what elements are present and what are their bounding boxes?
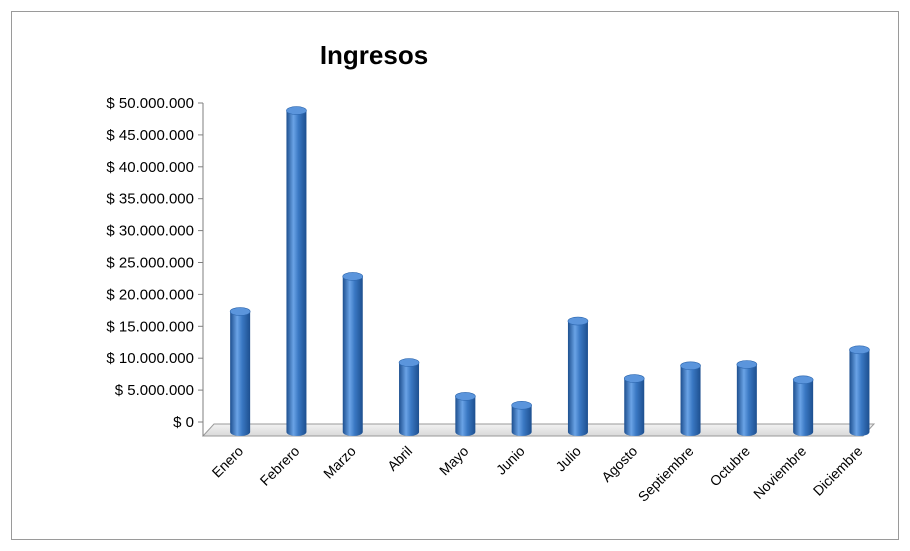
x-tick-label: Mayo [436, 443, 472, 479]
bar-top [398, 358, 420, 367]
bar-top [455, 392, 476, 401]
chart-floor [201, 423, 876, 437]
y-tick-label: $ 15.000.000 [106, 318, 194, 335]
bar [623, 374, 645, 436]
chart-title: Ingresos [320, 40, 428, 70]
bar-top [511, 401, 532, 410]
bar [736, 360, 758, 436]
y-tick-label: $ 0 [173, 414, 194, 431]
bar-top [342, 272, 364, 281]
bar-body [455, 396, 476, 436]
y-tick-label: $ 20.000.000 [106, 286, 194, 303]
bar-body [680, 365, 701, 436]
bar-top [849, 345, 870, 355]
bar-body [567, 321, 588, 436]
bar-body [849, 349, 870, 436]
bar-body [399, 362, 420, 436]
bar-body [624, 378, 645, 436]
x-tick-label: Junio [493, 443, 528, 478]
bar [342, 272, 364, 436]
bar-top [567, 316, 589, 326]
y-tick-label: $ 10.000.000 [106, 350, 194, 367]
y-tick-label: $ 30.000.000 [106, 223, 194, 240]
bar-top [680, 361, 701, 371]
x-tick-label: Septiembre [635, 443, 697, 505]
bar [511, 401, 532, 436]
y-tick-label: $ 25.000.000 [106, 255, 194, 272]
x-tick-label: Marzo [320, 443, 359, 482]
x-tick-label: Noviembre [750, 443, 809, 502]
bar [455, 392, 476, 436]
y-tick-label: $ 50.000.000 [106, 95, 194, 112]
bar-top [623, 374, 645, 383]
ingresos-chart: Ingresos $ 0 $ 5.000.000 $ 10.000.000 $ 15.… [106, 40, 876, 505]
y-tick-label: $ 40.000.000 [106, 159, 194, 176]
bar [680, 361, 701, 436]
y-tick-label: $ 45.000.000 [106, 127, 194, 144]
y-tick-label: $ 5.000.000 [115, 382, 194, 399]
bar [849, 345, 870, 436]
bar-body [342, 276, 363, 436]
bar [567, 316, 589, 436]
bar [398, 358, 420, 436]
x-tick-label: Febrero [257, 443, 303, 489]
bar-top [286, 106, 307, 115]
bar-body [793, 379, 814, 436]
x-tick-label: Agosto [598, 443, 640, 485]
x-tick-label: Octubre [706, 443, 753, 490]
chart-frame: Ingresos $ 0 $ 5.000.000 $ 10.000.000 $ 15.… [11, 11, 899, 540]
bar-body [230, 311, 251, 436]
bar-top [792, 375, 814, 385]
x-tick-label: Diciembre [810, 443, 866, 499]
x-tick-label: Julio [552, 443, 584, 475]
bar-top [229, 307, 251, 316]
y-tick-label: $ 35.000.000 [106, 191, 194, 208]
bar [229, 307, 251, 436]
bar-top [736, 360, 758, 369]
bar-body [511, 405, 532, 436]
bar-body [286, 110, 307, 436]
x-tick-label: Abril [384, 443, 415, 474]
x-tick-label: Enero [209, 443, 247, 481]
bar-body [736, 364, 757, 436]
bar [286, 106, 307, 436]
bar [792, 375, 814, 436]
